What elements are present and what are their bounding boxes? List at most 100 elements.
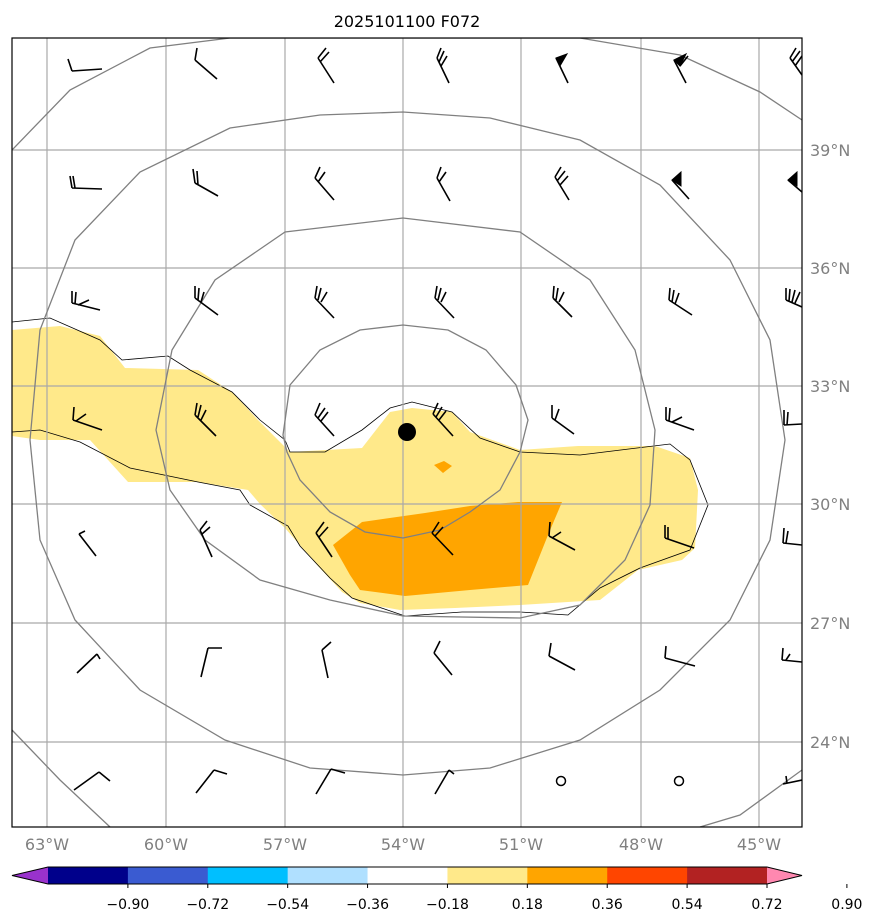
colorbar-tick-label: −0.18 (426, 897, 469, 913)
colorbar-segment (127, 867, 209, 884)
wind-barb (673, 52, 689, 84)
wind-barb (73, 771, 111, 791)
wind-barb (192, 168, 219, 197)
lat-label-39n: 39°N (810, 141, 850, 160)
wind-barb (554, 166, 570, 201)
wind-barb (194, 47, 218, 80)
colorbar-segment (687, 867, 768, 884)
contour-line (12, 317, 709, 617)
colorbar-segment (287, 867, 369, 884)
range-ring-4 (12, 38, 802, 827)
lon-label-60w: 60°W (144, 835, 188, 854)
lat-label-27n: 27°N (810, 614, 850, 633)
wind-barb (548, 642, 576, 671)
lon-label-48w: 48°W (619, 835, 663, 854)
wind-barb (315, 521, 333, 558)
wind-barb (314, 402, 335, 437)
wind-barb (78, 530, 97, 557)
storm-center-marker (398, 423, 416, 441)
wind-barb (783, 410, 802, 426)
colorbar-tick-label: 0.72 (751, 897, 782, 913)
wind-barb (551, 405, 575, 435)
colorbar-tick-label: 0.90 (831, 897, 862, 913)
wind-barb (781, 647, 802, 663)
wind-barb (71, 291, 101, 311)
wind-barb (664, 525, 695, 549)
wind-barb (782, 775, 802, 785)
colorbar-segment (207, 867, 289, 884)
lon-label-51w: 51°W (499, 835, 543, 854)
range-ring-2 (155, 217, 656, 619)
wind-barb (789, 47, 802, 76)
lat-labels: 39°N 36°N 33°N 30°N 27°N 24°N (810, 141, 850, 752)
wind-barb (436, 166, 451, 202)
wind-barb (194, 402, 217, 437)
wind-barb (664, 645, 696, 667)
lon-label-63w: 63°W (25, 835, 69, 854)
colorbar-extend-high (767, 867, 802, 884)
wind-barb (194, 286, 219, 316)
wind-barb (317, 47, 335, 84)
wind-barbs (67, 47, 802, 795)
wind-barb (548, 521, 576, 551)
calm-wind-marker (673, 775, 685, 787)
wind-barb (665, 407, 695, 431)
wind-barb (199, 520, 213, 558)
wind-barb (431, 521, 454, 556)
lat-label-24n: 24°N (810, 733, 850, 752)
wind-barb (432, 402, 454, 437)
wind-barb (555, 53, 569, 84)
range-rings (12, 38, 802, 827)
colorbar-extend-low (12, 867, 48, 884)
colorbar-tick-label: −0.36 (346, 897, 389, 913)
colorbar-tick-label: −0.90 (106, 897, 149, 913)
wind-barb (668, 287, 693, 316)
wind-barb (671, 170, 690, 200)
colorbar-tick-label: 0.54 (672, 897, 703, 913)
colorbar-tick-label: 0.18 (512, 897, 543, 913)
wind-barb (67, 58, 103, 72)
wind-barb (436, 47, 450, 84)
colorbar-segment (607, 867, 688, 884)
colorbar-tick-label: −0.54 (266, 897, 309, 913)
lon-label-57w: 57°W (263, 835, 307, 854)
colorbar-outline (11, 866, 803, 885)
lat-label-36n: 36°N (810, 259, 850, 278)
colorbar-segment (527, 867, 608, 884)
wind-barb (787, 170, 802, 193)
map-frame (11, 37, 803, 828)
colorbar-segment (48, 867, 129, 884)
wind-barb (552, 285, 573, 318)
colorbar-segment (447, 867, 528, 884)
wind-barb (200, 647, 222, 678)
wind-barb (321, 641, 332, 679)
wind-barb (315, 768, 346, 795)
lat-label-30n: 30°N (810, 495, 850, 514)
range-ring-3 (29, 111, 786, 776)
lon-labels: 63°W 60°W 57°W 54°W 51°W 48°W 45°W (25, 835, 781, 854)
contour-fill-orange-small (434, 461, 452, 473)
wind-barb (314, 285, 335, 319)
wind-barb (195, 769, 228, 794)
range-ring-1 (282, 324, 529, 539)
calm-wind-marker (555, 775, 567, 787)
colorbar-segment (367, 867, 448, 884)
wind-barb (433, 640, 453, 676)
wind-barb (434, 285, 455, 319)
wind-barb (785, 288, 802, 308)
lon-label-54w: 54°W (381, 835, 425, 854)
colorbar: −0.90 −0.72 −0.54 −0.36 −0.18 0.18 0.36 0.54 0.7… (11, 866, 862, 913)
colorbar-tick-label: −0.72 (186, 897, 229, 913)
colorbar-tick-label: 0.36 (592, 897, 623, 913)
wind-barb (782, 527, 802, 546)
lat-label-33n: 33°N (810, 377, 850, 396)
graticule (12, 38, 802, 827)
wind-barb (76, 653, 101, 674)
wind-barb (434, 769, 455, 795)
wind-barb (314, 166, 335, 201)
wind-barb (72, 406, 103, 431)
lon-label-45w: 45°W (737, 835, 781, 854)
map-title: 2025101100 F072 (334, 12, 481, 31)
wind-barb (69, 175, 103, 190)
